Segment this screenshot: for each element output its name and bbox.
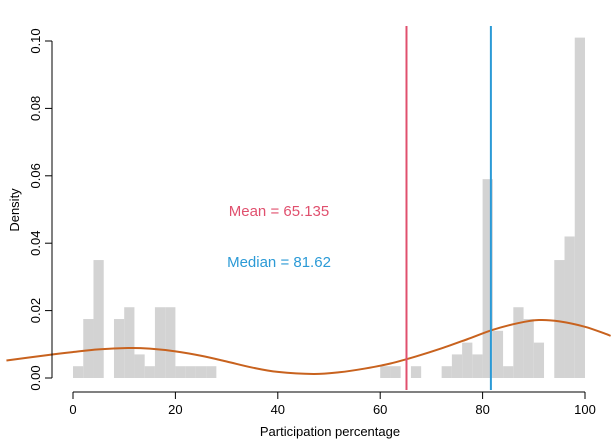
histogram-bar — [441, 366, 452, 378]
density-curve — [6, 318, 611, 375]
histogram-bar — [533, 342, 545, 378]
reference-lines — [405, 26, 492, 390]
histogram-bar — [206, 366, 217, 378]
histogram-bar — [185, 366, 196, 378]
histogram-bar — [134, 354, 145, 378]
histogram-bar — [513, 307, 524, 378]
histogram-bar — [175, 366, 186, 378]
y-tick-label: 0.06 — [28, 163, 43, 188]
histogram-bar — [93, 260, 104, 378]
histogram-bar — [564, 236, 575, 378]
histogram-bar — [492, 330, 504, 378]
histogram-bar — [83, 319, 94, 378]
histogram-bar — [523, 319, 534, 378]
histogram-bar — [503, 366, 514, 378]
histogram-bar — [124, 307, 135, 378]
histogram-bar — [195, 366, 207, 378]
mean-annotation: Mean = 65.135 — [229, 203, 330, 220]
density-curve-layer — [6, 318, 611, 375]
median-annotation: Median = 81.62 — [227, 254, 331, 271]
histogram-bar — [154, 307, 166, 378]
x-tick-label: 80 — [475, 402, 489, 417]
histogram-bar — [73, 366, 84, 378]
histogram-bar — [574, 37, 585, 378]
histogram-bar — [472, 354, 483, 378]
histogram-bar — [144, 366, 155, 378]
x-tick-label: 40 — [271, 402, 285, 417]
x-axis-title: Participation percentage — [260, 424, 400, 439]
x-tick-label: 100 — [574, 402, 596, 417]
y-tick-label: 0.08 — [28, 96, 43, 121]
histogram-bar — [165, 307, 176, 378]
histogram-bar — [380, 366, 391, 378]
histogram-bar — [482, 179, 493, 378]
histogram-bar — [451, 354, 463, 378]
y-tick-label: 0.10 — [28, 28, 43, 53]
y-axis-title: Density — [7, 188, 22, 232]
y-axis: 0.00 0.02 0.04 0.06 0.08 0.10 — [28, 28, 53, 391]
histogram-bar — [410, 366, 422, 378]
histogram-bar — [554, 260, 565, 378]
x-tick-label: 20 — [168, 402, 182, 417]
x-axis: 0 20 40 60 80 100 — [69, 391, 596, 417]
x-tick-label: 60 — [373, 402, 387, 417]
x-tick-label: 0 — [69, 402, 76, 417]
histogram-bar — [390, 366, 401, 378]
histogram-bar — [462, 342, 473, 378]
y-tick-label: 0.02 — [28, 298, 43, 323]
y-tick-label: 0.00 — [28, 365, 43, 390]
y-tick-label: 0.04 — [28, 231, 43, 256]
